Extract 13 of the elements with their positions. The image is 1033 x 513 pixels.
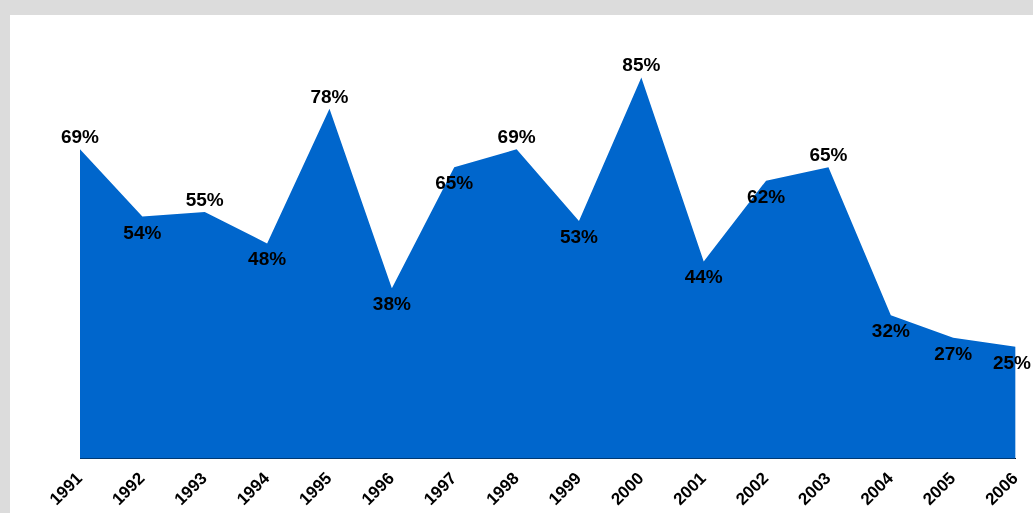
data-label: 32% <box>871 320 910 342</box>
data-label: 38% <box>372 293 411 315</box>
data-label: 44% <box>684 266 723 288</box>
data-label: 69% <box>497 126 536 148</box>
data-label: 53% <box>559 226 599 248</box>
data-label: 78% <box>310 85 349 107</box>
data-label: 85% <box>622 54 661 76</box>
data-label: 48% <box>248 248 287 270</box>
data-label: 27% <box>934 342 973 364</box>
data-label: 69% <box>60 126 100 148</box>
data-label: 54% <box>123 221 162 243</box>
data-label: 65% <box>809 144 848 166</box>
data-label: 55% <box>185 189 224 211</box>
